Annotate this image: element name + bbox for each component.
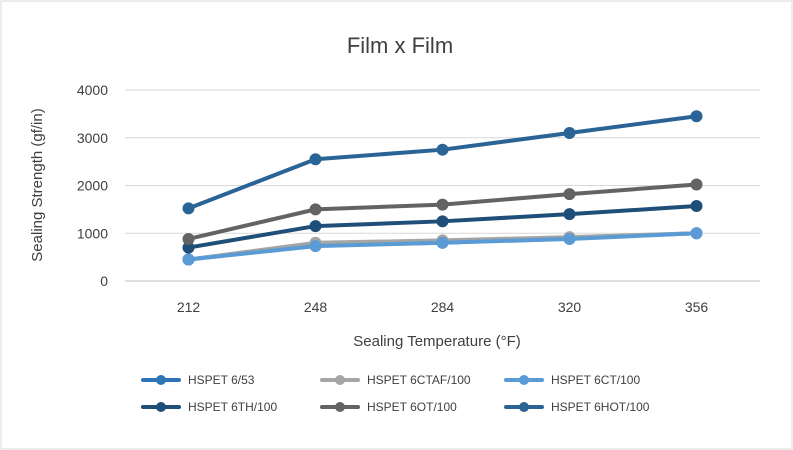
series-5-point-212 [182, 232, 195, 245]
x-tick-label-248: 248 [304, 299, 328, 315]
series-4-point-284 [436, 215, 449, 228]
series-6-point-212 [182, 202, 195, 215]
series-4-point-356 [690, 200, 703, 213]
legend-marker-4 [156, 402, 166, 412]
series-5-point-320 [563, 188, 576, 201]
y-tick-label-1000: 1000 [77, 225, 108, 241]
legend-marker-6 [519, 402, 529, 412]
legend: HSPET 6/53 HSPET 6CTAF/100 HSPET 6CT/100 HS… [141, 373, 650, 414]
series-layer [182, 110, 703, 266]
legend-marker-1 [156, 375, 166, 385]
series-3-point-212 [182, 253, 195, 266]
series-6-point-284 [436, 143, 449, 156]
series-3-point-248 [309, 240, 322, 253]
chart-title: Film x Film [347, 33, 453, 58]
legend-label-3: HSPET 6CT/100 [551, 373, 640, 387]
series-6-point-248 [309, 153, 322, 166]
series-3-point-320 [563, 232, 576, 245]
series-5-point-248 [309, 203, 322, 216]
series-5-point-356 [690, 178, 703, 191]
legend-label-4: HSPET 6TH/100 [188, 400, 277, 414]
series-3-point-284 [436, 236, 449, 249]
y-tick-label-4000: 4000 [77, 82, 108, 98]
legend-label-6: HSPET 6HOT/100 [551, 400, 650, 414]
x-axis-label: Sealing Temperature (°F) [353, 333, 520, 350]
series-4-point-320 [563, 208, 576, 221]
series-6-point-320 [563, 126, 576, 139]
x-tick-label-320: 320 [558, 299, 582, 315]
x-tick-label-212: 212 [177, 299, 201, 315]
series-4-point-248 [309, 220, 322, 233]
legend-label-2: HSPET 6CTAF/100 [367, 373, 471, 387]
y-tick-label-3000: 3000 [77, 130, 108, 146]
legend-label-5: HSPET 6OT/100 [367, 400, 457, 414]
series-5-point-284 [436, 198, 449, 211]
series-6-point-356 [690, 110, 703, 123]
legend-marker-5 [335, 402, 345, 412]
x-tick-label-284: 284 [431, 299, 455, 315]
y-axis-label: Sealing Strength (gf/in) [29, 108, 46, 261]
y-tick-label-2000: 2000 [77, 178, 108, 194]
legend-marker-2 [335, 375, 345, 385]
y-tick-label-0: 0 [100, 273, 108, 289]
legend-marker-3 [519, 375, 529, 385]
legend-label-1: HSPET 6/53 [188, 373, 255, 387]
tick-labels: 0 1000 2000 3000 4000 212 248 284 320 356 [77, 82, 709, 315]
x-tick-label-356: 356 [685, 299, 709, 315]
series-3-point-356 [690, 227, 703, 240]
